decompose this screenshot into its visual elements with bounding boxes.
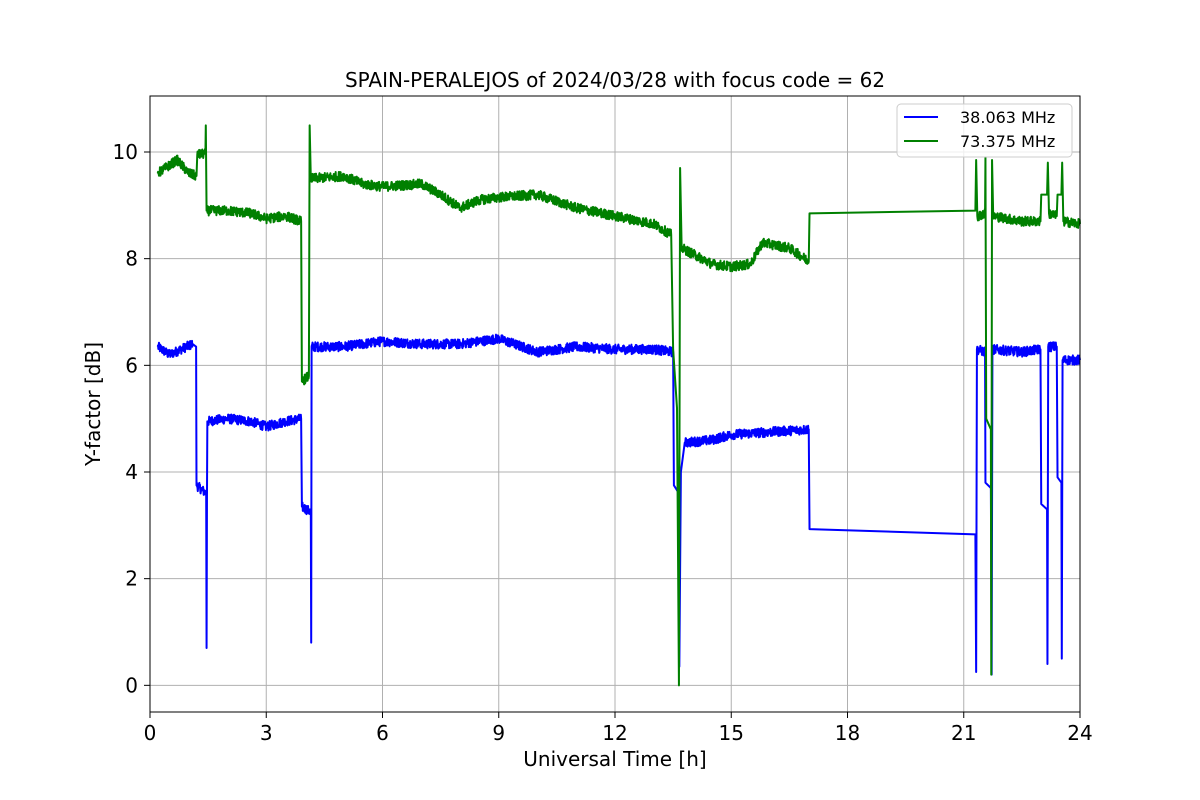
y-tick-label: 0 (125, 673, 138, 697)
legend-label-38mhz: 38.063 MHz (960, 108, 1055, 127)
chart-title: SPAIN-PERALEJOS of 2024/03/28 with focus… (345, 68, 885, 92)
y-tick-label: 8 (125, 247, 138, 271)
series-line-0 (156, 333, 1081, 676)
y-tick-label: 6 (125, 353, 138, 377)
x-tick-label: 15 (719, 721, 744, 745)
x-tick-label: 21 (951, 721, 976, 745)
x-tick-label: 18 (835, 721, 860, 745)
x-tick-label: 6 (376, 721, 389, 745)
legend-label-73mhz: 73.375 MHz (960, 132, 1055, 151)
legend-box (896, 103, 1073, 158)
x-tick-label: 3 (260, 721, 273, 745)
x-tick-label: 0 (144, 721, 157, 745)
legend: 38.063 MHz 73.375 MHz (896, 103, 1073, 158)
x-axis-label: Universal Time [h] (523, 747, 706, 771)
y-axis-label: Y-factor [dB] (81, 342, 105, 467)
x-tick-label: 9 (492, 721, 505, 745)
series-layer (156, 124, 1081, 687)
series-line-1 (156, 124, 1081, 687)
x-tick-label: 24 (1067, 721, 1092, 745)
grid-layer (149, 96, 1081, 712)
x-tick-label: 12 (602, 721, 627, 745)
y-tick-label: 4 (125, 460, 138, 484)
y-tick-label: 2 (125, 567, 138, 591)
y-tick-label: 10 (113, 140, 138, 164)
